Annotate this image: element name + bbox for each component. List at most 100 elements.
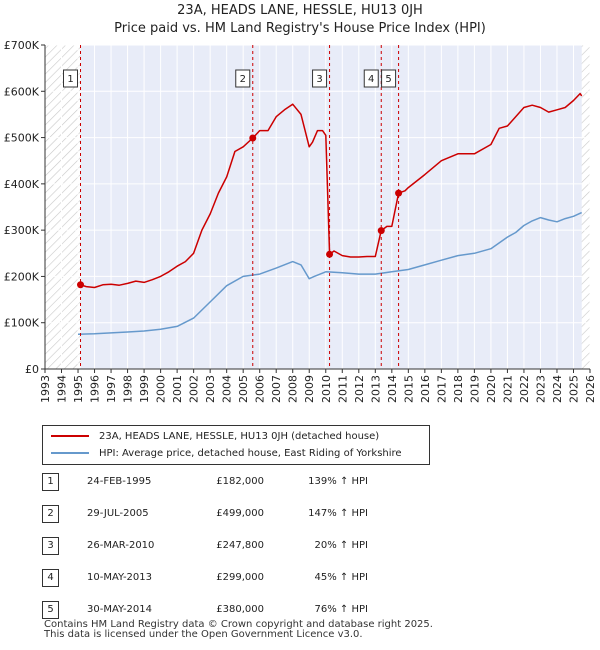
sale-price: £299,000	[216, 572, 264, 583]
x-tick-label: 2023	[534, 375, 547, 403]
legend-item-property: 23A, HEADS LANE, HESSLE, HU13 0JH (detac…	[51, 429, 379, 445]
series-line-hpi	[77, 211, 583, 336]
series-layer	[77, 92, 583, 336]
hatch-future	[581, 45, 590, 369]
legend-item-hpi: HPI: Average price, detached house, East…	[51, 446, 402, 462]
sale-hpi-change: 139% ↑ HPI	[308, 476, 368, 487]
sale-price: £247,800	[216, 540, 264, 551]
x-tick-label: 1998	[122, 375, 135, 403]
footer-licence: This data is licensed under the Open Gov…	[44, 629, 363, 640]
x-tick-label: 2020	[485, 375, 498, 403]
sale-hpi-change: 20% ↑ HPI	[314, 540, 368, 551]
sale-number-badge: 4	[42, 569, 59, 587]
axes: £0 £100K £200K £300K £400K £500K £600K £700K 199…	[4, 39, 597, 403]
footer-attribution: Contains HM Land Registry data © Crown c…	[44, 620, 433, 640]
sale-box-number: 5	[385, 74, 391, 85]
sale-box	[381, 69, 397, 88]
sale-label-box: 4	[363, 69, 379, 88]
sale-hpi-change: 76% ↑ HPI	[314, 604, 368, 615]
sale-number-badge: 1	[42, 473, 59, 491]
y-tick-label: £0	[25, 363, 39, 376]
sale-box	[312, 69, 328, 88]
series-line-property	[80, 92, 583, 289]
x-tick-label: 2004	[221, 375, 234, 403]
sale-point	[377, 227, 385, 235]
x-tick-label: 2005	[237, 375, 250, 403]
hatch-before-records	[45, 45, 81, 369]
x-tick-label: 1993	[39, 375, 52, 403]
sale-label-box: 1	[63, 69, 79, 88]
legend-swatch-hpi	[51, 452, 89, 454]
sale-number-badge: 3	[42, 537, 59, 555]
x-tick-label: 2026	[584, 375, 597, 403]
legend-swatch-property	[51, 435, 89, 437]
sale-point	[249, 134, 257, 142]
plot-area	[45, 45, 590, 369]
x-tick-label: 2013	[369, 375, 382, 403]
footer-copyright: Contains HM Land Registry data © Crown c…	[44, 619, 433, 630]
x-tick-label: 2025	[567, 375, 580, 403]
sale-hpi-change: 45% ↑ HPI	[314, 572, 368, 583]
x-tick-label: 2016	[419, 375, 432, 403]
x-tick-label: 2001	[171, 375, 184, 403]
plot-background	[45, 45, 590, 369]
legend-label-hpi: HPI: Average price, detached house, East…	[99, 448, 402, 459]
x-tick-label: 2022	[518, 375, 531, 403]
x-tick-label: 2008	[287, 375, 300, 403]
sale-point	[77, 281, 85, 289]
sale-date: 29-JUL-2005	[87, 508, 149, 519]
x-tick-label: 2010	[320, 375, 333, 403]
sale-box-number: 2	[240, 74, 246, 85]
x-tick-label: 1995	[72, 375, 85, 403]
x-tick-label: 2012	[353, 375, 366, 403]
x-tick-label: 2007	[270, 375, 283, 403]
y-tick-label: £400K	[4, 178, 40, 191]
y-tick-label: £100K	[4, 317, 40, 330]
sale-box	[235, 69, 251, 88]
x-tick-label: 2002	[188, 375, 201, 403]
chart-title: 23A, HEADS LANE, HESSLE, HU13 0JH Price …	[0, 2, 600, 38]
sale-box-number: 4	[368, 74, 374, 85]
x-tick-label: 2011	[336, 375, 349, 403]
sale-date: 26-MAR-2010	[87, 540, 155, 551]
x-tick-label: 2017	[435, 375, 448, 403]
sale-box	[63, 69, 79, 88]
x-tick-label: 2014	[386, 375, 399, 403]
sale-price: £380,000	[216, 604, 264, 615]
sale-date: 10-MAY-2013	[87, 572, 153, 583]
sale-hpi-change: 147% ↑ HPI	[308, 508, 368, 519]
y-tick-label: £500K	[4, 132, 40, 145]
x-tick-label: 1997	[105, 375, 118, 403]
x-tick-label: 2003	[204, 375, 217, 403]
sale-label-box: 3	[312, 69, 328, 88]
sale-box-number: 3	[316, 74, 322, 85]
sale-price: £499,000	[216, 508, 264, 519]
sale-point	[326, 250, 334, 258]
sale-label-box: 2	[235, 69, 251, 88]
y-tick-label: £700K	[4, 39, 40, 52]
x-tick-label: 2021	[501, 375, 514, 403]
legend-label-property: 23A, HEADS LANE, HESSLE, HU13 0JH (detac…	[99, 431, 380, 442]
y-tick-label: £200K	[4, 270, 40, 283]
x-tick-label: 1996	[89, 375, 102, 403]
x-tick-label: 2024	[551, 375, 564, 403]
sale-date: 24-FEB-1995	[87, 476, 152, 487]
sale-box-number: 1	[67, 74, 73, 85]
x-tick-label: 1999	[138, 375, 151, 403]
x-tick-label: 2015	[402, 375, 415, 403]
sale-box	[363, 69, 379, 88]
x-tick-label: 2019	[468, 375, 481, 403]
x-tick-label: 2018	[452, 375, 465, 403]
y-tick-label: £300K	[4, 224, 40, 237]
sale-date: 30-MAY-2014	[87, 604, 153, 615]
sale-number-badge: 2	[42, 505, 59, 523]
y-tick-label: £600K	[4, 85, 40, 98]
sale-price: £182,000	[216, 476, 264, 487]
sale-label-box: 5	[381, 69, 397, 88]
sale-number-badge: 5	[42, 601, 59, 619]
sale-point	[395, 189, 403, 197]
title-subtitle: Price paid vs. HM Land Registry's House …	[114, 21, 486, 36]
x-tick-label: 1994	[56, 375, 69, 403]
